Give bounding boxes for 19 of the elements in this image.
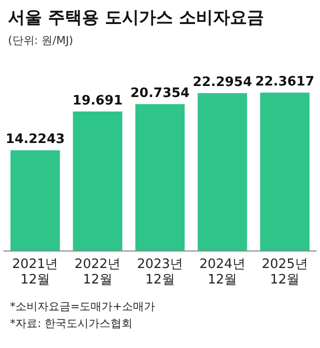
bar <box>135 104 185 251</box>
bar <box>10 150 60 251</box>
chart-title: 서울 주택용 도시가스 소비자요금 <box>8 7 265 29</box>
text: *자료: 한국도시가스협회 <box>10 316 134 332</box>
data-label: 22.3617 <box>255 74 314 90</box>
x-tick-label: 2024년 12월 <box>199 256 246 288</box>
bar <box>198 93 248 251</box>
data-label: 14.2243 <box>6 132 65 148</box>
x-tick-label: 2021년 12월 <box>12 256 58 288</box>
bar <box>72 112 122 251</box>
data-label: 20.7354 <box>130 86 190 102</box>
x-tick-label: 2023년 12월 <box>136 256 184 288</box>
bar <box>260 92 310 251</box>
data-label: 19.691 <box>72 93 123 108</box>
x-tick-label: 2022년 12월 <box>74 256 121 288</box>
data-label: 22.2954 <box>192 75 252 90</box>
x-tick-label: 2025년 12월 <box>262 256 308 288</box>
chart-subtitle: (단위: 원/MJ) <box>8 33 74 48</box>
text: *소비자요금=도매가+소매가 <box>10 299 156 315</box>
